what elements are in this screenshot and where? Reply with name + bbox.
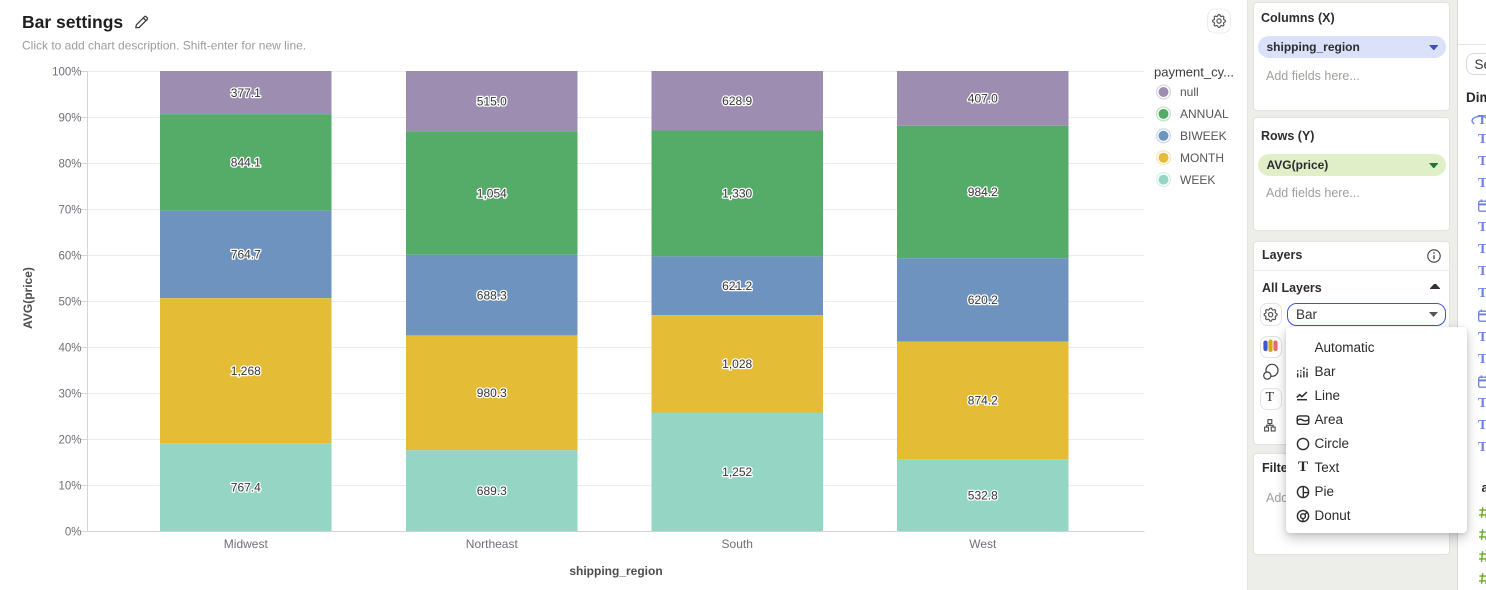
svg-text:1,054: 1,054 xyxy=(477,186,507,200)
svg-text:South: South xyxy=(722,537,753,551)
svg-text:MONTH: MONTH xyxy=(1180,151,1224,165)
svg-text:Midwest: Midwest xyxy=(224,537,269,551)
svg-text:ANNUAL: ANNUAL xyxy=(1180,107,1229,121)
svg-text:80%: 80% xyxy=(58,158,81,170)
svg-text:100%: 100% xyxy=(52,66,81,78)
svg-text:60%: 60% xyxy=(58,250,81,262)
svg-text:689.3: 689.3 xyxy=(477,484,507,498)
svg-text:Bar settings: Bar settings xyxy=(22,12,123,32)
svg-text:50%: 50% xyxy=(58,296,81,308)
svg-text:null: null xyxy=(1180,85,1199,99)
svg-text:628.9: 628.9 xyxy=(722,94,752,108)
svg-text:90%: 90% xyxy=(58,112,81,124)
svg-text:shipping_region: shipping_region xyxy=(569,564,662,578)
svg-text:20%: 20% xyxy=(58,434,81,446)
svg-text:WEEK: WEEK xyxy=(1180,173,1215,187)
svg-text:620.2: 620.2 xyxy=(968,293,998,307)
svg-text:payment_cy...: payment_cy... xyxy=(1154,65,1234,80)
svg-text:10%: 10% xyxy=(58,480,81,492)
svg-text:Click to add chart description: Click to add chart description. Shift-en… xyxy=(22,39,306,53)
svg-text:1,252: 1,252 xyxy=(722,465,752,479)
svg-text:1,268: 1,268 xyxy=(231,364,261,378)
svg-text:407.0: 407.0 xyxy=(968,92,998,106)
svg-text:0%: 0% xyxy=(65,526,82,538)
svg-text:1,028: 1,028 xyxy=(722,357,752,371)
svg-text:874.2: 874.2 xyxy=(968,394,998,408)
svg-text:BIWEEK: BIWEEK xyxy=(1180,129,1227,143)
svg-text:621.2: 621.2 xyxy=(722,279,752,293)
svg-text:West: West xyxy=(969,537,997,551)
svg-text:980.3: 980.3 xyxy=(477,386,507,400)
svg-text:688.3: 688.3 xyxy=(477,288,507,302)
svg-text:377.1: 377.1 xyxy=(231,86,261,100)
svg-text:70%: 70% xyxy=(58,204,81,216)
svg-text:764.7: 764.7 xyxy=(231,248,261,262)
svg-text:844.1: 844.1 xyxy=(231,156,261,170)
svg-text:984.2: 984.2 xyxy=(968,185,998,199)
svg-text:532.8: 532.8 xyxy=(968,488,998,502)
svg-text:1,330: 1,330 xyxy=(722,187,752,201)
svg-text:515.0: 515.0 xyxy=(477,94,507,108)
svg-text:AVG(price): AVG(price) xyxy=(21,267,35,329)
svg-text:Northeast: Northeast xyxy=(466,537,519,551)
svg-text:30%: 30% xyxy=(58,388,81,400)
svg-text:767.4: 767.4 xyxy=(231,480,261,494)
svg-text:40%: 40% xyxy=(58,342,81,354)
